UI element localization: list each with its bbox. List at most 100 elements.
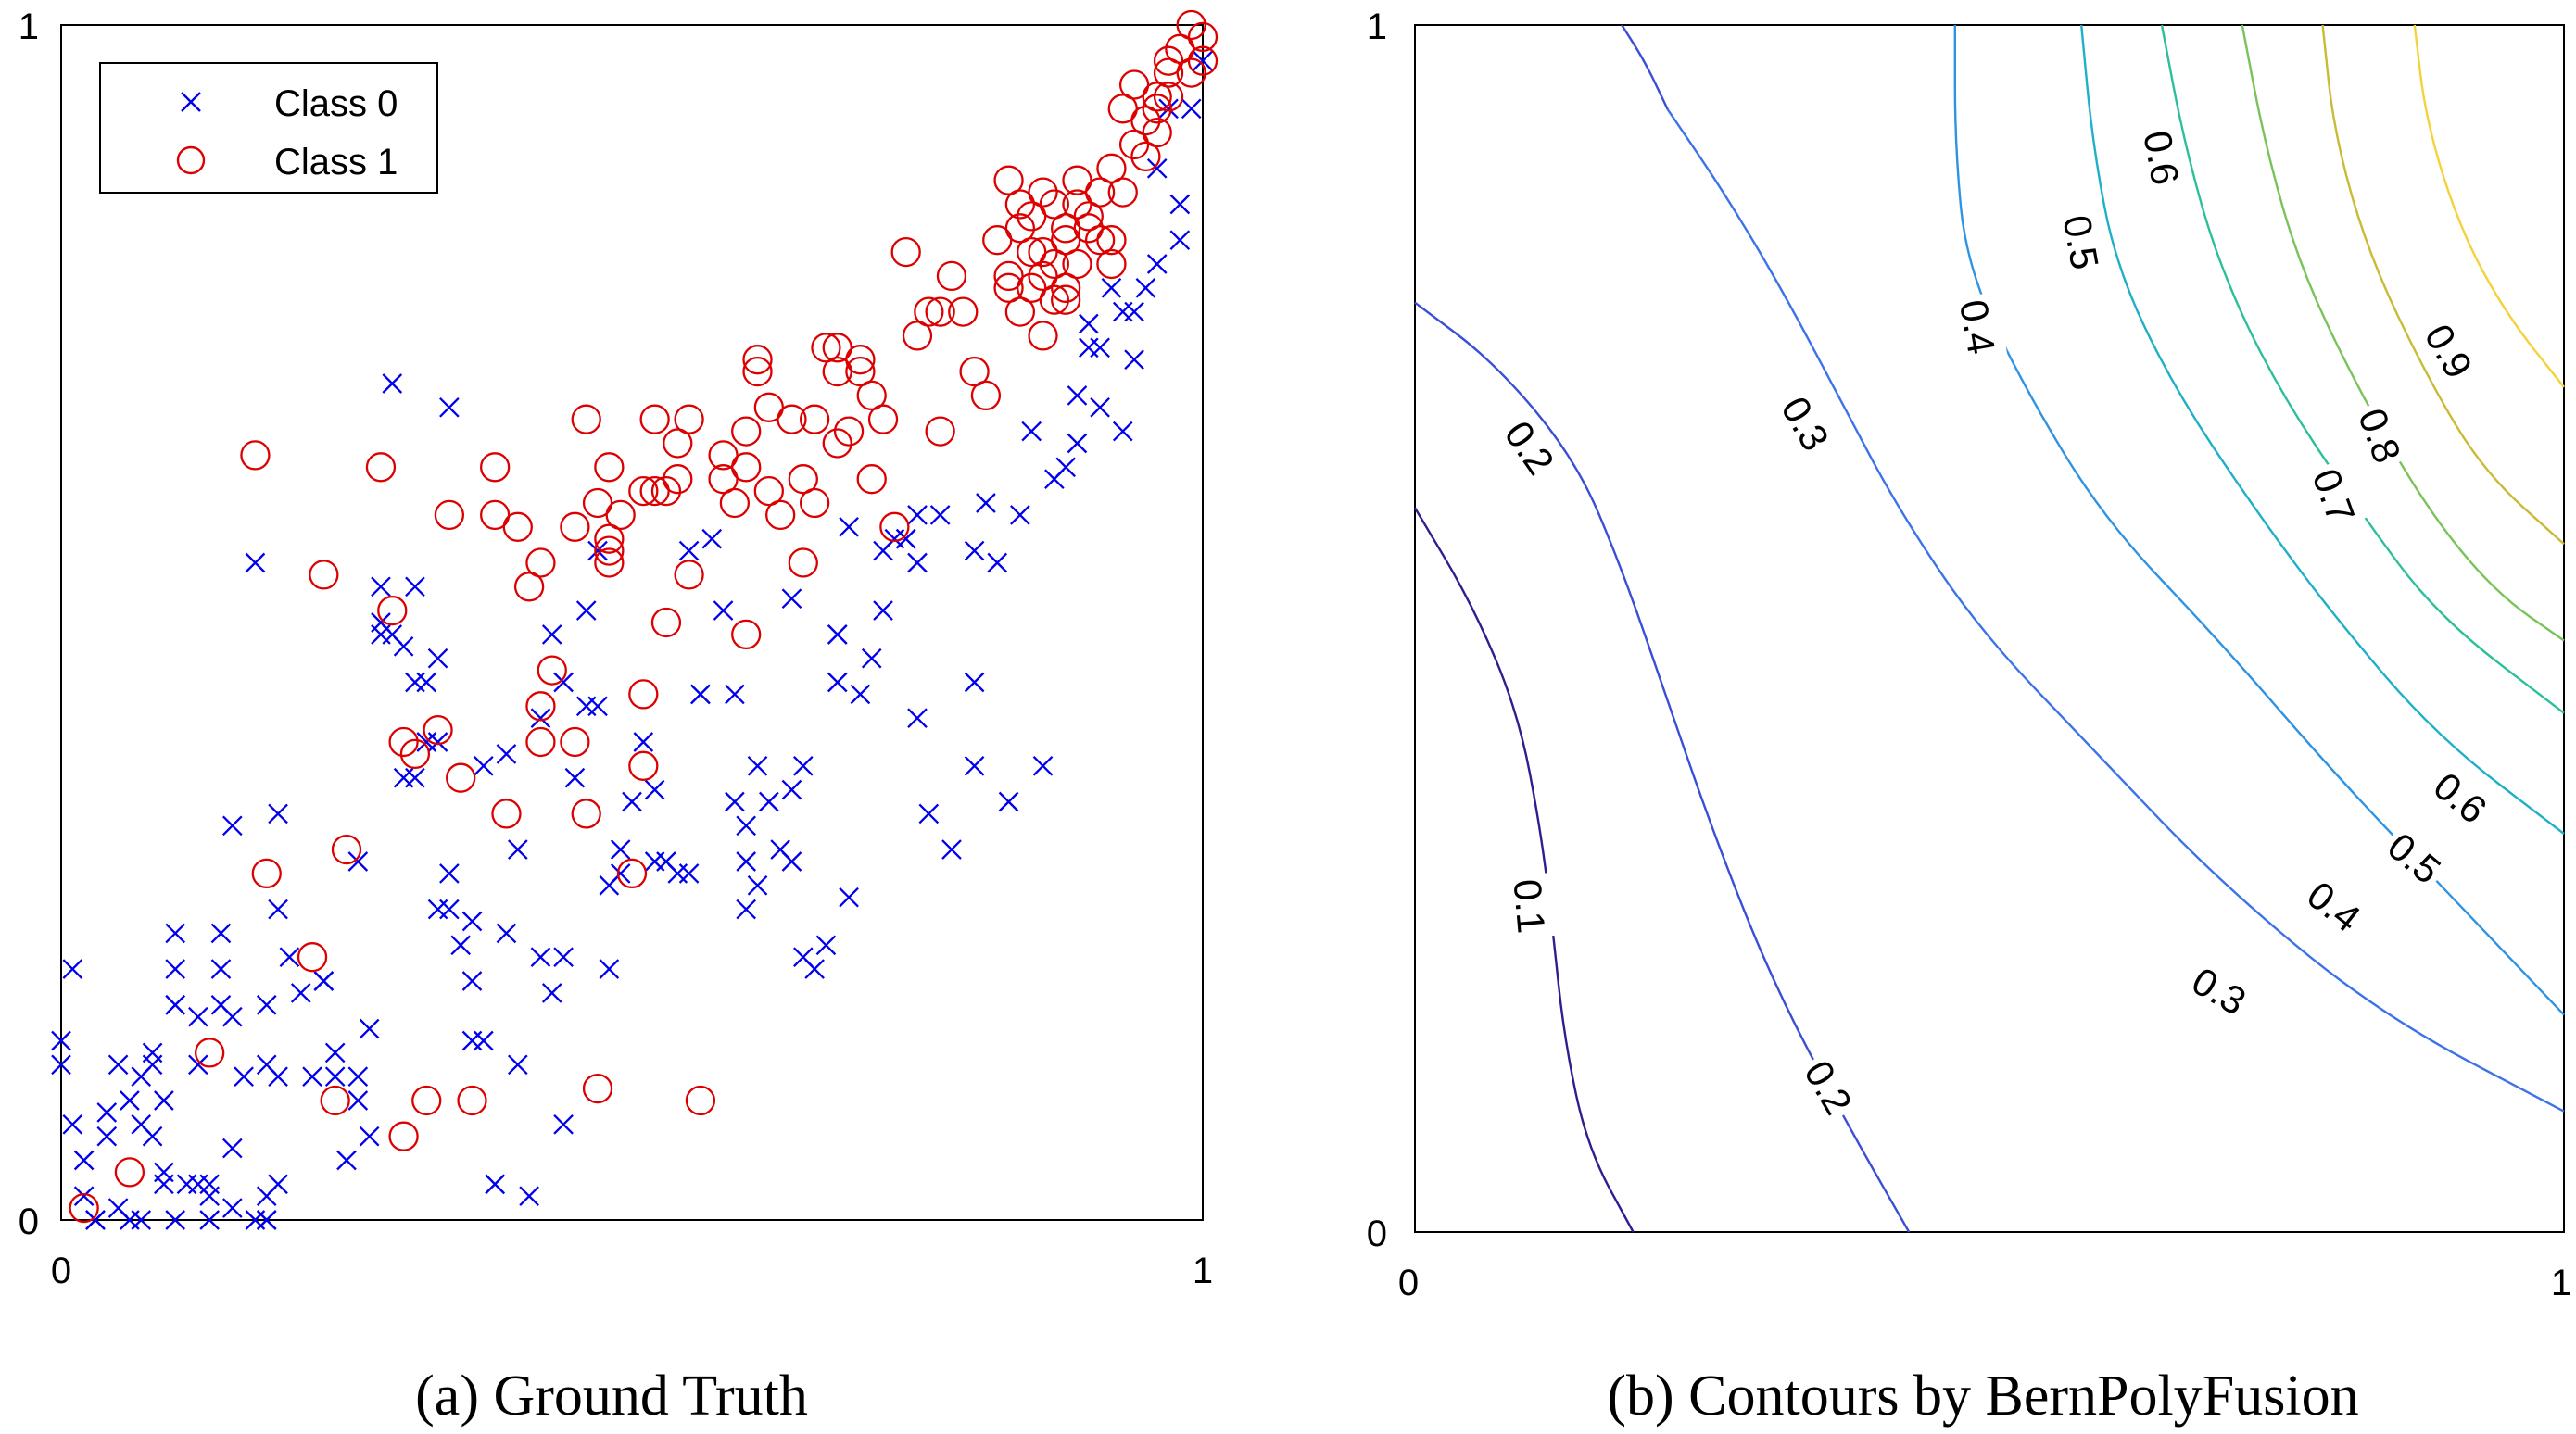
- class-0-point: [154, 1174, 174, 1195]
- class-1-point: [742, 345, 773, 375]
- class-0-point: [610, 839, 631, 860]
- class-0-point: [405, 767, 425, 788]
- class-1-point: [811, 333, 841, 363]
- class-1-point: [1153, 57, 1184, 88]
- class-0-point: [827, 672, 848, 693]
- class-0-point: [188, 1054, 208, 1076]
- class-0-point: [1124, 349, 1144, 371]
- class-0-point: [107, 1054, 129, 1076]
- class-0-point: [85, 1210, 106, 1230]
- class-0-point: [553, 1113, 574, 1135]
- class-0-point: [221, 815, 243, 836]
- contour-label-bg: [2294, 867, 2374, 945]
- contour-label: 0.5: [2054, 212, 2106, 273]
- class-0-point: [199, 1186, 220, 1207]
- caption-b: (b) Contours by BernPolyFusion: [1607, 1365, 2358, 1428]
- class-1-point: [320, 1085, 350, 1116]
- class-0-point: [907, 708, 928, 729]
- class-1-point: [1187, 21, 1219, 53]
- class-1-point: [742, 356, 773, 387]
- class-1-point: [799, 487, 830, 519]
- class-0-point: [268, 1066, 288, 1088]
- class-0-point: [142, 1054, 163, 1076]
- class-0-point: [747, 874, 768, 896]
- class-1-point: [639, 404, 670, 434]
- class-0-point: [313, 971, 335, 991]
- class-0-point: [918, 803, 940, 824]
- class-1-point: [1084, 177, 1116, 208]
- class-1-point: [571, 799, 601, 829]
- class-0-point: [1067, 385, 1088, 406]
- class-0-point: [256, 1210, 277, 1230]
- class-1-point: [925, 296, 955, 327]
- contour-line-0-3: [1666, 108, 2565, 1113]
- contour-line-0-4: [1953, 25, 2565, 1016]
- class-1-point: [708, 440, 739, 471]
- class-1-point: [856, 464, 887, 495]
- class-0-point: [359, 1126, 380, 1147]
- class-0-point: [690, 684, 711, 705]
- contour-label-bg: [2052, 207, 2111, 278]
- class-1-point: [525, 691, 556, 722]
- class-0-point: [804, 959, 825, 979]
- class-1-point: [502, 511, 533, 542]
- contour-line-0-2: [1414, 301, 1911, 1233]
- class-0-point: [199, 1210, 220, 1230]
- class-0-point: [1055, 457, 1076, 478]
- class-0-point: [496, 923, 517, 944]
- class-1-point: [650, 475, 682, 507]
- class-0-point: [678, 863, 700, 884]
- class-1-point: [195, 1038, 225, 1068]
- class-0-point: [850, 684, 871, 705]
- class-1-point: [1084, 225, 1116, 256]
- class-1-point: [1004, 213, 1036, 244]
- class-0-point: [553, 672, 574, 693]
- class-1-point: [399, 738, 431, 770]
- class-0-point: [165, 994, 186, 1015]
- class-1-point: [845, 345, 876, 375]
- class-0-point: [210, 959, 232, 979]
- class-0-point: [781, 851, 802, 872]
- class-0-point: [839, 887, 859, 908]
- class-1-point: [663, 428, 693, 459]
- class-1-point: [663, 464, 693, 495]
- class-0-point: [987, 552, 1008, 573]
- class-1-point: [628, 475, 659, 507]
- class-1-point: [1107, 177, 1138, 208]
- class-0-point: [290, 983, 311, 1003]
- class-0-point: [268, 899, 288, 920]
- class-0-point: [736, 815, 757, 836]
- contour-label-bg: [2179, 953, 2259, 1027]
- class-1-point: [1028, 177, 1058, 208]
- class-1-point: [1153, 82, 1184, 112]
- class-0-point: [73, 1186, 95, 1207]
- class-0-point: [461, 911, 483, 932]
- class-1-point: [788, 464, 818, 495]
- class-1-point: [914, 296, 944, 327]
- class-1-point: [297, 942, 328, 973]
- panel-b: 0.10.2 0.30.20.40.50.60.30.40.50.60.70.80…: [1367, 6, 2571, 1428]
- class-1-point: [970, 380, 1002, 411]
- contour-label-bg: [2375, 819, 2455, 897]
- class-0-point: [575, 600, 597, 621]
- class-1-point: [1130, 141, 1161, 172]
- class-0-point: [599, 959, 620, 979]
- class-0-point: [382, 373, 403, 394]
- class-0-point: [62, 959, 83, 979]
- class-0-point: [393, 635, 414, 657]
- class-0-point: [587, 696, 608, 717]
- class-1-point: [685, 1085, 716, 1116]
- class-0-point: [998, 791, 1019, 812]
- class-0-point: [644, 779, 665, 800]
- class-1-point: [1028, 321, 1058, 351]
- panel-b-ytick-top: 1: [1367, 6, 1387, 47]
- class-0-point: [747, 755, 768, 776]
- class-0-point: [781, 779, 802, 800]
- class-1-point: [309, 560, 339, 590]
- class-1-point: [513, 572, 545, 602]
- class-1-point: [1039, 189, 1069, 220]
- class-1-point: [616, 858, 648, 889]
- class-0-point: [450, 935, 472, 956]
- class-0-point: [701, 528, 723, 549]
- class-1-point: [491, 799, 522, 829]
